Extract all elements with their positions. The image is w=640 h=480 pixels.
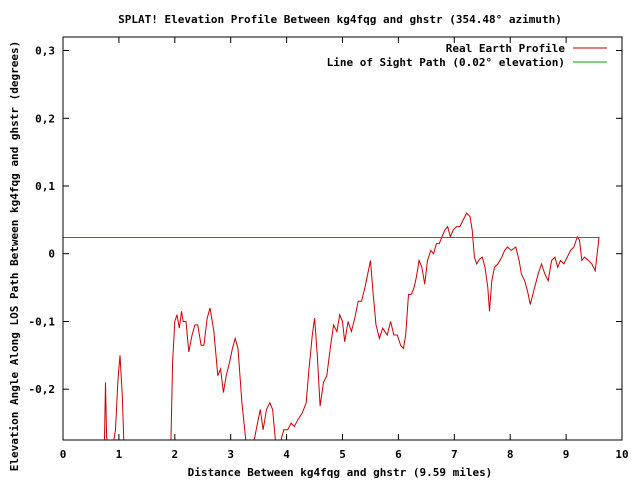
- x-axis-label: Distance Between kg4fqg and ghstr (9.59 …: [188, 466, 493, 479]
- legend-label-1: Line of Sight Path (0.02° elevation): [327, 56, 565, 69]
- x-tick-label: 5: [339, 448, 346, 461]
- x-tick-label: 6: [395, 448, 402, 461]
- y-tick-label: -0,1: [29, 316, 56, 329]
- x-tick-label: 1: [116, 448, 123, 461]
- y-tick-label: 0,2: [35, 112, 55, 125]
- legend-label-0: Real Earth Profile: [446, 42, 566, 55]
- y-tick-label: 0,1: [35, 180, 55, 193]
- x-tick-label: 0: [60, 448, 67, 461]
- x-tick-label: 9: [563, 448, 570, 461]
- y-tick-label: 0: [48, 248, 55, 261]
- x-tick-label: 4: [283, 448, 290, 461]
- y-tick-label: -0,2: [29, 383, 56, 396]
- x-tick-label: 3: [227, 448, 234, 461]
- plot-frame: [62, 36, 623, 441]
- chart-title: SPLAT! Elevation Profile Between kg4fqg …: [118, 13, 562, 26]
- series-line-0: [103, 212, 600, 440]
- y-tick-label: 0,3: [35, 45, 55, 58]
- x-tick-label: 2: [171, 448, 178, 461]
- x-tick-label: 10: [615, 448, 628, 461]
- y-axis-label: Elevation Angle Along LOS Path Between k…: [8, 41, 21, 471]
- x-tick-label: 7: [451, 448, 458, 461]
- x-tick-label: 8: [507, 448, 514, 461]
